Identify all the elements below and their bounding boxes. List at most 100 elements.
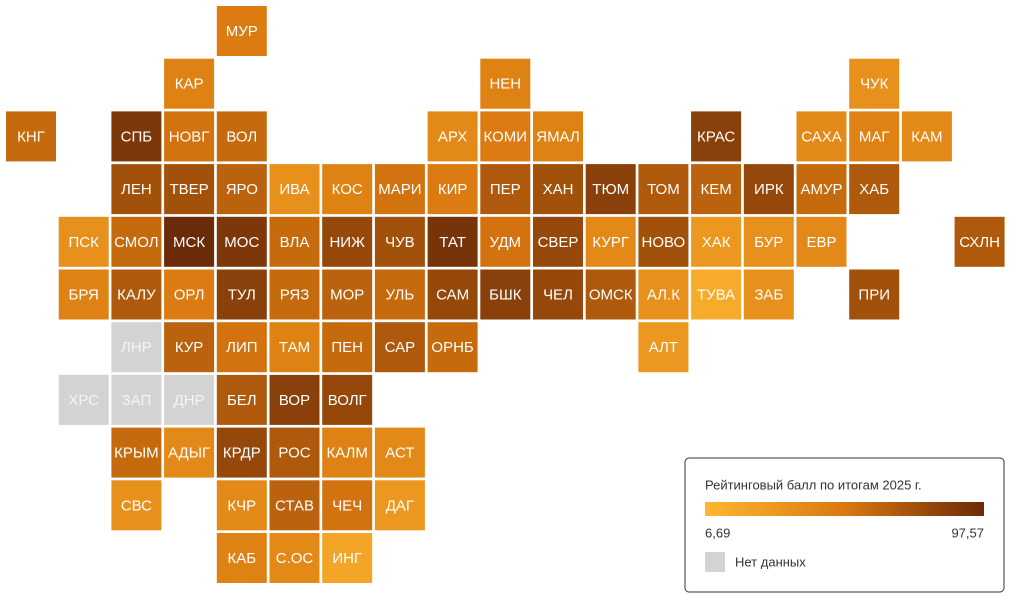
region-tile bbox=[164, 427, 215, 478]
region-label: КРЫМ bbox=[114, 445, 159, 462]
region-tile bbox=[111, 111, 162, 162]
legend-max: 97,57 bbox=[951, 525, 984, 540]
region-label: ПЕР bbox=[490, 181, 521, 198]
region-label: ТОМ bbox=[647, 181, 680, 198]
region-tile bbox=[691, 164, 742, 215]
region-label: ХАК bbox=[702, 234, 731, 251]
region-tile bbox=[322, 480, 373, 531]
legend: Рейтинговый балл по итогам 2025 г. 6,69 … bbox=[684, 457, 1005, 593]
region-label: ИНГ bbox=[332, 550, 362, 567]
region-label: КИР bbox=[438, 181, 468, 198]
region-label: РОС bbox=[278, 445, 310, 462]
region-label: НИЖ bbox=[329, 234, 365, 251]
region-label: ЗАП bbox=[122, 392, 152, 409]
region-tile bbox=[533, 111, 583, 162]
region-tile bbox=[58, 216, 109, 267]
region-label: НЕН bbox=[489, 76, 521, 93]
region-label: УДМ bbox=[490, 234, 522, 251]
region-tile bbox=[638, 164, 689, 215]
region-label: НОВГ bbox=[169, 128, 210, 145]
region-tile bbox=[269, 322, 320, 373]
region-tile bbox=[849, 111, 900, 162]
region-tile bbox=[796, 216, 847, 267]
region-tile bbox=[164, 216, 215, 267]
region-label: ВОЛ bbox=[226, 128, 257, 145]
region-tile bbox=[743, 216, 794, 267]
no-data-swatch bbox=[705, 552, 725, 572]
region-tile bbox=[691, 269, 742, 320]
region-tile bbox=[164, 164, 215, 215]
region-label: ПЕН bbox=[331, 339, 363, 356]
region-label: КУРГ bbox=[592, 234, 629, 251]
region-tile bbox=[638, 216, 689, 267]
region-label: КНГ bbox=[17, 128, 45, 145]
region-label: СТАВ bbox=[275, 497, 314, 514]
region-tile bbox=[796, 164, 847, 215]
region-tile bbox=[216, 6, 267, 56]
region-tile bbox=[427, 322, 478, 373]
region-tile bbox=[638, 322, 689, 373]
region-tile bbox=[322, 374, 373, 425]
region-label: НОВО bbox=[642, 234, 686, 251]
region-label: КОМИ bbox=[484, 128, 528, 145]
region-label: ВОЛГ bbox=[328, 392, 367, 409]
region-tile bbox=[269, 269, 320, 320]
region-label: КОС bbox=[332, 181, 363, 198]
region-tile bbox=[374, 480, 425, 531]
region-tile bbox=[322, 533, 373, 583]
region-tile bbox=[849, 58, 900, 109]
region-label: СХЛН bbox=[959, 234, 1000, 251]
region-label: МАГ bbox=[859, 128, 890, 145]
region-tile bbox=[164, 322, 215, 373]
region-tile bbox=[216, 374, 267, 425]
region-tile bbox=[480, 111, 531, 162]
region-tile bbox=[480, 164, 531, 215]
region-label: ЧЕЧ bbox=[332, 497, 362, 514]
region-label: ЛЕН bbox=[121, 181, 152, 198]
region-label: ДНР bbox=[174, 392, 205, 409]
region-label: СМОЛ bbox=[114, 234, 159, 251]
region-label: ЕВР bbox=[806, 234, 836, 251]
region-tile bbox=[480, 269, 531, 320]
region-label: ИРК bbox=[754, 181, 784, 198]
region-tile bbox=[58, 374, 109, 425]
region-tile bbox=[216, 322, 267, 373]
no-data-label: Нет данных bbox=[735, 554, 806, 569]
region-label: ТУВА bbox=[697, 286, 735, 303]
region-tile bbox=[691, 216, 742, 267]
region-label: МОР bbox=[330, 286, 364, 303]
region-label: УЛЬ bbox=[386, 286, 415, 303]
region-label: ТЮМ bbox=[592, 181, 629, 198]
region-label: БШК bbox=[489, 286, 522, 303]
region-tile bbox=[216, 480, 267, 531]
region-tile bbox=[6, 111, 56, 162]
region-tile bbox=[533, 269, 583, 320]
region-label: МАРИ bbox=[378, 181, 421, 198]
region-tile bbox=[374, 164, 425, 215]
region-label: КЕМ bbox=[700, 181, 731, 198]
region-tile bbox=[216, 533, 267, 583]
region-tile bbox=[480, 58, 531, 109]
region-label: ТАМ bbox=[279, 339, 310, 356]
region-label: СВЕР bbox=[538, 234, 579, 251]
region-tile bbox=[796, 111, 847, 162]
region-tile bbox=[427, 216, 478, 267]
region-tile bbox=[322, 216, 373, 267]
region-label: ПРИ bbox=[858, 286, 890, 303]
region-tile bbox=[111, 164, 162, 215]
region-label: ХАН bbox=[543, 181, 574, 198]
region-label: САМ bbox=[436, 286, 469, 303]
region-label: АЛТ bbox=[649, 339, 678, 356]
region-tile bbox=[533, 164, 583, 215]
region-tile bbox=[269, 216, 320, 267]
region-tile bbox=[322, 164, 373, 215]
region-tile bbox=[216, 216, 267, 267]
region-tile bbox=[216, 164, 267, 215]
region-tile bbox=[322, 269, 373, 320]
region-tile bbox=[427, 111, 478, 162]
region-tile bbox=[533, 216, 583, 267]
region-label: ХАБ bbox=[859, 181, 889, 198]
region-tile bbox=[111, 480, 162, 531]
